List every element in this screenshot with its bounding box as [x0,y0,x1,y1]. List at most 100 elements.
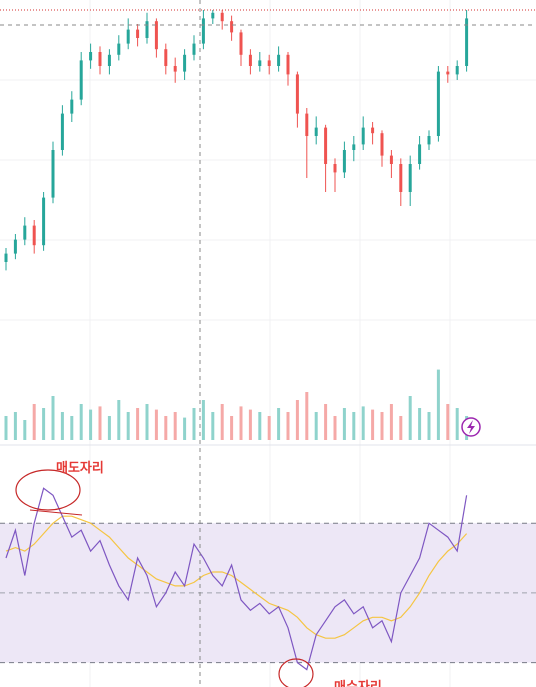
volume-bar [13,412,17,440]
candle-body [305,113,309,136]
volume-bar [380,412,384,440]
candle-body [220,12,224,22]
volume-bar [51,396,55,440]
volume-bar [352,412,356,440]
candle-body [352,144,356,150]
candle-body [107,54,111,66]
volume-bar [399,416,403,440]
volume-bar [230,416,234,440]
volume-bar [126,412,130,440]
candle-body [427,136,431,145]
volume-bar [408,396,412,440]
candle-body [314,127,318,136]
sell-circle [15,469,81,511]
volume-bar [314,412,318,440]
candle-body [42,197,46,246]
candle-body [89,52,93,61]
candle-body [136,29,140,38]
lightning-button[interactable] [461,417,481,437]
candle-body [13,239,17,254]
candle-body [98,52,102,66]
candle-body [248,54,252,66]
candle-body [4,253,8,262]
candle-body [436,71,440,136]
annotation: 매수자리 [334,679,382,687]
volume-bar [277,408,281,440]
volume-bar [173,412,177,440]
candle-body [380,133,384,156]
candle-body [333,164,337,173]
volume-bar [324,404,328,440]
candle-body [455,66,459,75]
volume-bar [136,408,140,440]
candle-body [361,127,365,145]
candle-body [126,29,130,44]
candle-body [277,54,281,66]
candle-body [154,21,158,50]
candle-body [389,155,393,164]
volume-bar [446,404,450,440]
candle-body [258,60,262,66]
candle-body [32,225,36,246]
sell-mark [29,509,83,516]
candle-body [145,21,149,38]
candle-body [465,18,469,66]
volume-bar [305,392,309,440]
candle-body [70,99,74,114]
rsi-band [0,523,536,663]
rsi-pane [0,522,536,664]
volume-bar [107,416,111,440]
volume-bar [89,409,93,440]
volume-bar [211,412,215,440]
volume-bar [286,412,290,440]
candle-body [342,150,346,173]
candle-body [164,49,168,66]
volume-bar [183,417,187,440]
candle-body [286,54,290,75]
candle-body [418,144,422,164]
candle-body [230,21,234,33]
candle-body [201,18,205,44]
volume-bar [154,409,158,440]
volume-bar [23,420,27,440]
volume-bar [201,400,205,440]
plot [4,10,469,671]
candle-body [239,32,243,55]
volume-bar [427,412,431,440]
volume-bar [342,408,346,440]
volume-bar [164,416,168,440]
volume-bar [42,408,46,440]
volume-bar [79,404,83,440]
volume-bar [371,409,375,440]
volume-bar [145,404,149,440]
volume-bar [455,408,459,440]
candle-body [371,127,375,134]
volume-bar [192,408,196,440]
rsi-ma-line [5,515,468,639]
candle-body [51,150,55,198]
volume-bar [361,406,365,440]
volume-bar [295,400,299,440]
volume-bar [239,406,243,440]
candle-body [192,43,196,55]
volume-bar [333,416,337,440]
buy-circle [278,658,314,687]
candle-body [446,71,450,75]
volume-bar [117,400,121,440]
volume-bar [436,369,440,440]
volume-bar [32,404,36,440]
volume-bar [98,406,102,440]
candle-body [23,225,27,240]
candle-body [183,54,187,72]
candle-body [295,74,299,114]
candle-body [79,60,83,100]
candle-body [324,127,328,164]
volume-bar [70,416,74,440]
candle-body [408,164,412,192]
volume-bar [389,404,393,440]
rsi-line [5,487,468,671]
volume-bar [220,404,224,440]
candle-body [117,43,121,55]
